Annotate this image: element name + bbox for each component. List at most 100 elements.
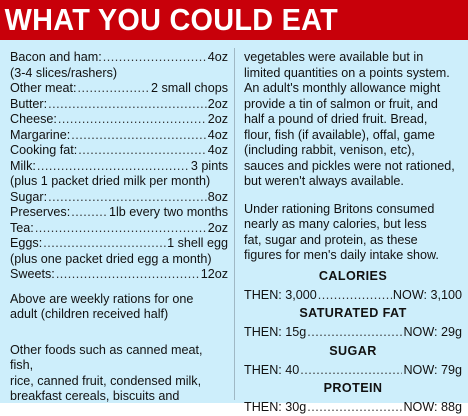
ration-item: Cooking fat: (10, 143, 78, 157)
dot-leader (71, 128, 206, 144)
ration-amount: 1lb every two months (109, 205, 228, 219)
dot-leader (307, 325, 402, 341)
dot-leader (71, 205, 108, 221)
dot-leader (48, 190, 207, 206)
column-divider (234, 48, 235, 400)
text-line: (including rabbit, venison, etc), (244, 143, 415, 157)
ration-item: Cheese: (10, 112, 57, 126)
stat-then: THEN: 3,000 (244, 287, 317, 302)
stat-now: NOW: 88g (403, 400, 462, 414)
text-line: fat, sugar and protein, as these (244, 232, 418, 247)
rations-list: Bacon and ham: 4oz (3-4 slices/rashers)Oth… (10, 50, 228, 283)
ration-amount: 3 pints (190, 158, 228, 173)
text-line: rice, canned fruit, condensed milk, (10, 373, 202, 388)
ration-item: Margarine: (10, 127, 71, 142)
stat-now: NOW: 3,100 (392, 287, 462, 302)
dot-leader (35, 221, 207, 237)
ration-row: Cheese: 2oz (10, 112, 228, 128)
ration-item: Bacon and ham: (10, 50, 102, 64)
ration-amount: 8oz (207, 189, 228, 204)
text-line: flour, fish (if available), offal, game (244, 127, 435, 142)
ration-row: Preserves: 1lb every two months (10, 205, 228, 221)
stat-then: THEN: 30g (244, 400, 307, 414)
ration-item: Eggs: (10, 236, 43, 250)
graphic: WHAT YOU COULD EAT Bacon and ham: 4oz (3-4… (0, 0, 468, 403)
dot-leader (78, 143, 206, 159)
stat-now: NOW: 79g (403, 362, 462, 377)
text-line: breakfast cereals, biscuits and (10, 389, 180, 403)
stat-heading: CALORIES (318, 268, 388, 283)
dot-leader (43, 236, 166, 252)
stat-heading: SATURATED FAT (299, 306, 407, 320)
text-line: nearly as many calories, but less (244, 217, 427, 231)
dot-leader (37, 159, 190, 175)
text-line: half a pound of dried fruit. Bread, (244, 112, 428, 126)
ration-item: Sweets: (10, 267, 55, 281)
ration-amount: 4oz (207, 127, 228, 142)
dot-leader (56, 267, 200, 283)
ration-row: Cooking fat: 4oz (10, 143, 228, 159)
ration-row: Butter: 2oz (10, 97, 228, 113)
dot-leader (48, 97, 207, 113)
ration-item: Preserves: (10, 205, 71, 219)
text-line: Other foods such as canned meat, fish, (10, 342, 203, 373)
dot-leader (78, 81, 151, 97)
stat-row: THEN: 40 NOW: 79g (244, 363, 462, 379)
ration-note: (3-4 slices/rashers) (10, 65, 118, 80)
ration-amount: 12oz (200, 267, 228, 281)
text-line: Under rationing Britons consumed (244, 201, 435, 216)
text-line: provide a tin of salmon or fruit, and (244, 96, 438, 111)
stat-then: THEN: 15g (244, 325, 307, 339)
ration-row: Sugar: 8oz (10, 190, 228, 206)
text-line: figures for men's daily intake show. (244, 248, 439, 262)
ration-note: (plus 1 packet dried milk per month) (10, 174, 211, 188)
stat-row: THEN: 3,000 NOW: 3,100 (244, 288, 462, 304)
text-line: adult (children received half) (10, 307, 169, 321)
ration-item: Tea: (10, 220, 34, 235)
dot-leader (307, 400, 402, 416)
ration-row: Margarine: 4oz (10, 128, 228, 144)
ration-amount: 1 shell egg (167, 236, 228, 250)
ration-row: Other meat: 2 small chops (10, 81, 228, 97)
other-foods-continued: vegetables were available but in limited… (244, 50, 462, 190)
ration-amount: 4oz (207, 50, 228, 64)
ration-item: Butter: (10, 96, 48, 111)
text-line: sauces and pickles were not rationed, (244, 158, 455, 173)
text-line: vegetables were available but in (244, 50, 424, 64)
header-banner: WHAT YOU COULD EAT (0, 0, 468, 40)
ration-row: Tea: 2oz (10, 221, 228, 237)
dot-leader (300, 363, 402, 379)
ration-item: Other meat: (10, 81, 77, 95)
other-foods-paragraph: Other foods such as canned meat, fish, r… (10, 343, 228, 405)
text-line: but weren't always available. (244, 174, 404, 188)
stat-row: THEN: 15g NOW: 29g (244, 325, 462, 341)
stat-then: THEN: 40 (244, 362, 300, 377)
ration-amount: 2oz (207, 96, 228, 111)
text-line: Above are weekly rations for one (10, 291, 194, 306)
stat-heading: PROTEIN (323, 381, 383, 395)
stat-row: THEN: 30g NOW: 88g (244, 400, 462, 416)
ration-item: Sugar: (10, 189, 48, 204)
ration-amount: 2oz (207, 220, 228, 235)
ration-item: Milk: (10, 158, 36, 173)
ration-row: Milk: 3 pints (10, 159, 228, 175)
weekly-note: Above are weekly rations for one adult (… (10, 292, 228, 323)
right-column: vegetables were available but in limited… (244, 50, 462, 416)
ration-row: Bacon and ham: 4oz (10, 50, 228, 66)
page-title: WHAT YOU COULD EAT (4, 2, 338, 37)
dot-leader (318, 288, 392, 304)
dot-leader (58, 112, 207, 128)
ration-row: Eggs: 1 shell egg (10, 236, 228, 252)
ration-note: (plus one packet dried egg a month) (10, 251, 212, 266)
text-line: An adult's monthly allowance might (244, 81, 441, 95)
content-panel: Bacon and ham:4oz(3-4 slices/rashers)Oth… (0, 40, 468, 414)
left-column: Bacon and ham:4oz(3-4 slices/rashers)Oth… (10, 50, 228, 405)
ration-amount: 2oz (207, 112, 228, 126)
stat-heading: SUGAR (329, 343, 377, 358)
dot-leader (103, 50, 207, 66)
comparison-paragraph: Under rationing Britons consumed nearly … (244, 202, 462, 264)
stat-now: NOW: 29g (403, 325, 462, 339)
text-line: limited quantities on a points system. (244, 65, 450, 80)
ration-row: Sweets: 12oz (10, 267, 228, 283)
